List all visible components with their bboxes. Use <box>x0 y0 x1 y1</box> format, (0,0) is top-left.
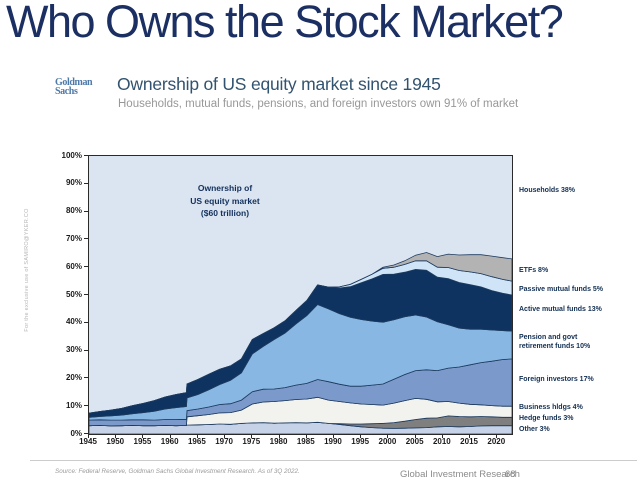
y-axis-tick-label: 60% <box>65 261 82 271</box>
x-axis-tick-label: 2005 <box>405 437 424 446</box>
x-axis-tick-mark <box>360 434 362 438</box>
series-label-etfs: ETFs 8% <box>519 267 549 274</box>
x-axis-tick-label: 1970 <box>215 437 233 446</box>
x-axis-tick-label: 1985 <box>296 437 315 446</box>
y-axis-tick-mark <box>84 321 88 323</box>
logo-line-1: Goldman <box>55 77 93 88</box>
y-axis-tick-label: 20% <box>65 372 82 382</box>
x-axis-tick-mark <box>387 434 389 438</box>
y-axis-tick-mark <box>84 349 88 351</box>
page-title: Who Owns the Stock Market? <box>6 0 564 47</box>
series-label-foreign-investors: Foreign investors 17% <box>519 376 594 383</box>
chart-subheadline: Households, mutual funds, pensions, and … <box>118 98 519 110</box>
x-axis-tick-mark <box>224 434 226 438</box>
y-axis-tick-mark <box>84 155 88 156</box>
x-axis-tick-label: 1990 <box>324 437 342 446</box>
x-axis-tick-mark <box>196 434 198 438</box>
x-axis-tick-mark <box>332 434 334 438</box>
footer-divider <box>30 460 637 461</box>
y-axis-tick-mark <box>84 210 88 212</box>
x-axis-tick-label: 1995 <box>351 437 370 446</box>
x-axis-tick-label: 2010 <box>432 437 451 446</box>
y-axis-tick-label: 40% <box>65 317 82 327</box>
x-axis-tick-label: 1960 <box>160 437 179 446</box>
page-number: 68 <box>505 469 516 480</box>
x-axis-tick-label: 2000 <box>378 437 397 446</box>
y-axis-tick-label: 50% <box>65 289 82 299</box>
x-axis-tick-label: 1965 <box>187 437 206 446</box>
stacked-area-svg <box>89 252 512 434</box>
x-axis-tick-mark <box>88 434 89 438</box>
goldman-sachs-logo: Goldman Sachs <box>55 77 93 97</box>
chart-headline: Ownership of US equity market since 1945 <box>117 74 441 94</box>
y-axis-tick-label: 10% <box>65 400 82 410</box>
series-label-pension-and-govt-retirement-funds: Pension and govt retirement funds 10% <box>519 334 591 350</box>
series-label-households: Households 38% <box>519 187 576 194</box>
watermark-text: For the exclusive use of SAMIRO@YKER.CO <box>24 208 30 332</box>
y-axis-tick-label: 70% <box>65 233 82 243</box>
y-axis-tick-mark <box>84 405 88 407</box>
area-etfs <box>89 252 512 414</box>
x-axis-tick-mark <box>441 434 443 438</box>
x-axis-tick-mark <box>142 434 144 438</box>
y-axis-tick-mark <box>84 238 88 240</box>
y-axis-tick-label: 100% <box>61 150 82 160</box>
series-label-other: Other 3% <box>519 426 550 433</box>
y-axis-tick-mark <box>84 182 88 184</box>
y-axis-tick-label: 0% <box>70 428 82 438</box>
x-axis-tick-label: 1955 <box>133 437 152 446</box>
x-axis-tick-mark <box>278 434 280 438</box>
y-axis-tick-label: 30% <box>65 345 82 355</box>
y-axis-tick-mark <box>84 377 88 379</box>
series-label-business-hldgs: Business hldgs 4% <box>519 404 583 411</box>
x-axis-tick-label: 1980 <box>269 437 288 446</box>
x-axis-tick-label: 1975 <box>242 437 261 446</box>
x-axis-tick-label: 1945 <box>79 437 97 446</box>
series-label-hedge-funds: Hedge funds 3% <box>519 415 574 422</box>
x-axis-tick-mark <box>414 434 416 438</box>
y-axis-tick-mark <box>84 294 88 295</box>
source-note: Source: Federal Reserve, Goldman Sachs G… <box>55 468 300 475</box>
y-axis-tick-label: 90% <box>65 178 82 188</box>
logo-line-2: Sachs <box>55 86 78 97</box>
x-axis-tick-mark <box>115 434 117 438</box>
x-axis-tick-mark <box>169 434 171 438</box>
chart-annotation: Ownership of US equity market ($60 trill… <box>190 183 260 218</box>
x-axis-tick-label: 2015 <box>460 437 478 446</box>
series-label-passive-mutual-funds: Passive mutual funds 5% <box>519 286 604 293</box>
x-axis-tick-label: 1950 <box>106 437 125 446</box>
x-axis-tick-mark <box>305 434 307 438</box>
x-axis-tick-mark <box>251 434 253 438</box>
footer-department: Global Investment Research <box>400 469 520 480</box>
stacked-area-plot <box>88 155 513 435</box>
y-axis-tick-mark <box>84 266 88 268</box>
series-label-active-mutual-funds: Active mutual funds 13% <box>519 306 602 313</box>
x-axis-tick-label: 2020 <box>487 437 506 446</box>
x-axis-tick-mark <box>496 434 498 438</box>
y-axis-tick-mark <box>84 433 88 434</box>
x-axis-tick-mark <box>469 434 471 438</box>
y-axis-tick-label: 80% <box>65 206 82 216</box>
